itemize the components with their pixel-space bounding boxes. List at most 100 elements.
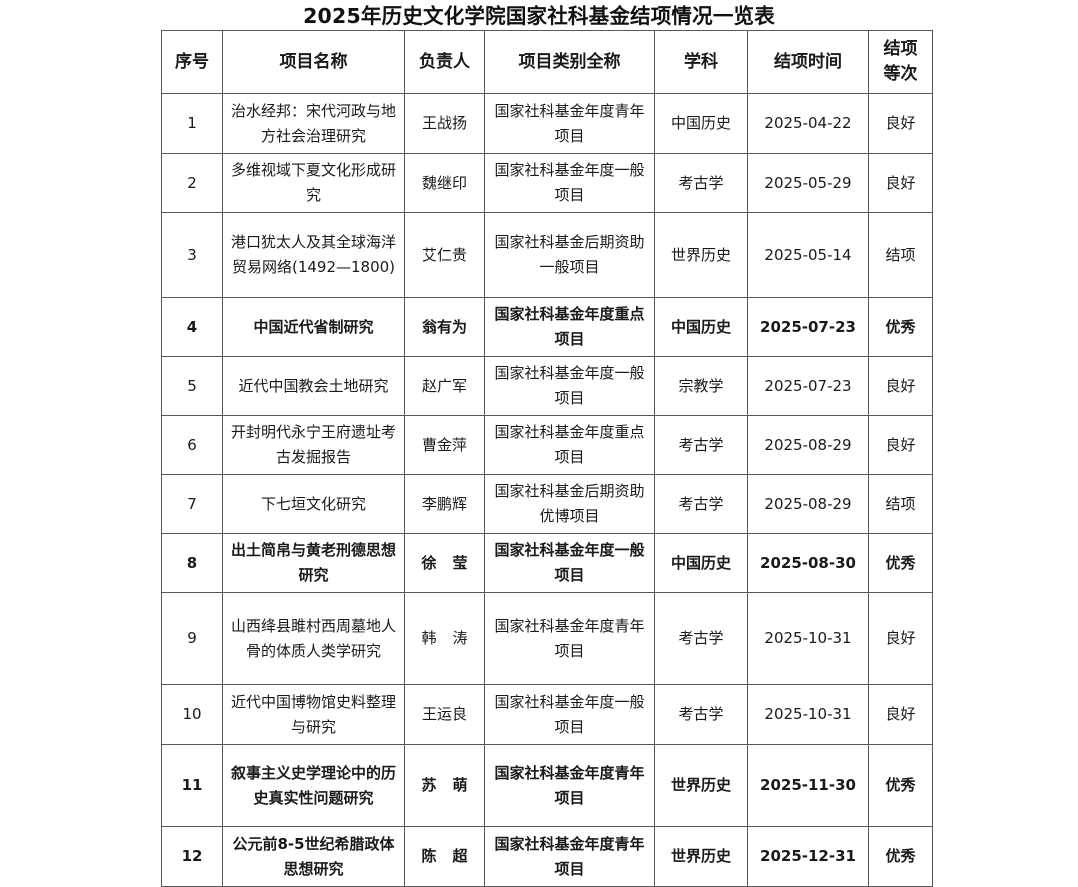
cell-project-leader: 王运良	[404, 684, 485, 745]
cell-completion-date: 2025-07-23	[747, 356, 869, 416]
cell-project-name: 下七垣文化研究	[222, 474, 405, 534]
cell-project-category: 国家社科基金年度重点项目	[484, 415, 655, 475]
cell-project-name: 治水经邦：宋代河政与地方社会治理研究	[222, 93, 405, 154]
cell-project-name: 港口犹太人及其全球海洋贸易网络(1492—1800)	[222, 212, 405, 298]
cell-project-category: 国家社科基金年度一般项目	[484, 684, 655, 745]
cell-discipline: 考古学	[654, 684, 748, 745]
cell-completion-date: 2025-10-31	[747, 592, 869, 685]
cell-sequence-number: 10	[161, 684, 223, 745]
cell-project-name: 开封明代永宁王府遗址考古发掘报告	[222, 415, 405, 475]
cell-project-leader: 陈超	[404, 826, 485, 887]
cell-completion-grade: 良好	[868, 153, 933, 213]
cell-sequence-number: 5	[161, 356, 223, 416]
cell-completion-grade: 良好	[868, 415, 933, 475]
cell-completion-grade: 良好	[868, 592, 933, 685]
cell-completion-grade: 结项	[868, 474, 933, 534]
table-row: 8 出土简帛与黄老刑德思想研究徐莹国家社科基金年度一般项目 中国历史 2025-08-…	[161, 533, 933, 593]
cell-discipline: 宗教学	[654, 356, 748, 416]
cell-project-name: 山西绛县雎村西周墓地人骨的体质人类学研究	[222, 592, 405, 685]
cell-project-name: 近代中国博物馆史料整理与研究	[222, 684, 405, 745]
cell-project-leader: 翁有为	[404, 297, 485, 357]
cell-project-category: 国家社科基金年度一般项目	[484, 533, 655, 593]
table-row: 6 开封明代永宁王府遗址考古发掘报告 曹金萍 国家社科基金年度重点项目 考古学 2025-…	[161, 415, 933, 475]
cell-completion-grade: 良好	[868, 93, 933, 154]
cell-discipline: 考古学	[654, 474, 748, 534]
cell-discipline: 考古学	[654, 153, 748, 213]
cell-completion-grade: 优秀	[868, 826, 933, 887]
cell-discipline: 中国历史	[654, 297, 748, 357]
cell-completion-grade: 良好	[868, 684, 933, 745]
cell-completion-date: 2025-12-31	[747, 826, 869, 887]
table-row: 4 中国近代省制研究 翁有为 国家社科基金年度重点项目 中国历史 2025-07-23 优秀	[161, 297, 933, 357]
cell-sequence-number: 1	[161, 93, 223, 154]
table-row: 10 近代中国博物馆史料整理与研究 王运良 国家社科基金年度一般项目 考古学 2025-1…	[161, 684, 933, 745]
table-row: 12 公元前8-5世纪希腊政体思想研究陈超国家社科基金年度青年项目 世界历史 2025…	[161, 826, 933, 887]
cell-discipline: 中国历史	[654, 533, 748, 593]
table-row: 5 近代中国教会土地研究 赵广军 国家社科基金年度一般项目 宗教学 2025-07-23 良…	[161, 356, 933, 416]
table-row: 1 治水经邦：宋代河政与地方社会治理研究 王战扬 国家社科基金年度青年项目 中国历史 20…	[161, 93, 933, 154]
column-header-grade: 结项 等次	[868, 30, 933, 94]
column-header-date: 结项时间	[747, 30, 869, 94]
cell-completion-grade: 结项	[868, 212, 933, 298]
cell-sequence-number: 7	[161, 474, 223, 534]
cell-sequence-number: 3	[161, 212, 223, 298]
cell-project-category: 国家社科基金后期资助优博项目	[484, 474, 655, 534]
cell-completion-date: 2025-10-31	[747, 684, 869, 745]
cell-sequence-number: 2	[161, 153, 223, 213]
column-header-category: 项目类别全称	[484, 30, 655, 94]
cell-project-name: 叙事主义史学理论中的历史真实性问题研究	[222, 744, 405, 827]
cell-completion-date: 2025-05-14	[747, 212, 869, 298]
column-header-grade-line2: 等次	[883, 64, 918, 84]
cell-project-leader: 曹金萍	[404, 415, 485, 475]
cell-completion-date: 2025-08-29	[747, 415, 869, 475]
cell-completion-date: 2025-07-23	[747, 297, 869, 357]
cell-project-category: 国家社科基金后期资助一般项目	[484, 212, 655, 298]
cell-completion-grade: 优秀	[868, 533, 933, 593]
cell-project-leader: 苏萌	[404, 744, 485, 827]
cell-project-leader: 艾仁贵	[404, 212, 485, 298]
cell-sequence-number: 6	[161, 415, 223, 475]
column-header-discipline: 学科	[654, 30, 748, 94]
cell-project-category: 国家社科基金年度重点项目	[484, 297, 655, 357]
cell-project-name: 近代中国教会土地研究	[222, 356, 405, 416]
cell-project-name: 多维视域下夏文化形成研究	[222, 153, 405, 213]
cell-completion-grade: 良好	[868, 356, 933, 416]
cell-project-category: 国家社科基金年度青年项目	[484, 826, 655, 887]
cell-completion-grade: 优秀	[868, 297, 933, 357]
cell-sequence-number: 9	[161, 592, 223, 685]
cell-discipline: 考古学	[654, 592, 748, 685]
cell-project-leader: 赵广军	[404, 356, 485, 416]
cell-project-leader: 韩涛	[404, 592, 485, 685]
table-row: 2 多维视域下夏文化形成研究 魏继印 国家社科基金年度一般项目 考古学 2025-05-2…	[161, 153, 933, 213]
table-row: 3 港口犹太人及其全球海洋贸易网络(1492—1800) 艾仁贵 国家社科基金后期资助…	[161, 212, 933, 298]
column-header-grade-line1: 结项	[883, 39, 918, 59]
cell-discipline: 中国历史	[654, 93, 748, 154]
cell-project-leader: 徐莹	[404, 533, 485, 593]
column-header-seq: 序号	[161, 30, 223, 94]
column-header-leader: 负责人	[404, 30, 485, 94]
cell-completion-date: 2025-11-30	[747, 744, 869, 827]
column-header-name: 项目名称	[222, 30, 405, 94]
page-title: 2025年历史文化学院国家社科基金结项情况一览表	[303, 4, 775, 28]
cell-sequence-number: 4	[161, 297, 223, 357]
cell-completion-date: 2025-08-30	[747, 533, 869, 593]
cell-project-category: 国家社科基金年度青年项目	[484, 744, 655, 827]
cell-sequence-number: 11	[161, 744, 223, 827]
cell-discipline: 世界历史	[654, 744, 748, 827]
cell-project-category: 国家社科基金年度青年项目	[484, 93, 655, 154]
cell-project-name: 公元前8-5世纪希腊政体思想研究	[222, 826, 405, 887]
cell-discipline: 考古学	[654, 415, 748, 475]
cell-project-category: 国家社科基金年度一般项目	[484, 356, 655, 416]
cell-project-category: 国家社科基金年度一般项目	[484, 153, 655, 213]
cell-completion-date: 2025-05-29	[747, 153, 869, 213]
cell-discipline: 世界历史	[654, 826, 748, 887]
cell-discipline: 世界历史	[654, 212, 748, 298]
cell-project-leader: 王战扬	[404, 93, 485, 154]
cell-completion-date: 2025-04-22	[747, 93, 869, 154]
grant-completion-table: 序号 项目名称 负责人 项目类别全称 学科 结项时间 结项 等次 1 治水经邦：宋代…	[161, 30, 933, 887]
cell-project-name: 出土简帛与黄老刑德思想研究	[222, 533, 405, 593]
cell-project-leader: 魏继印	[404, 153, 485, 213]
cell-sequence-number: 8	[161, 533, 223, 593]
table-body: 1 治水经邦：宋代河政与地方社会治理研究 王战扬 国家社科基金年度青年项目 中国历史 20…	[161, 93, 933, 887]
cell-project-name: 中国近代省制研究	[222, 297, 405, 357]
